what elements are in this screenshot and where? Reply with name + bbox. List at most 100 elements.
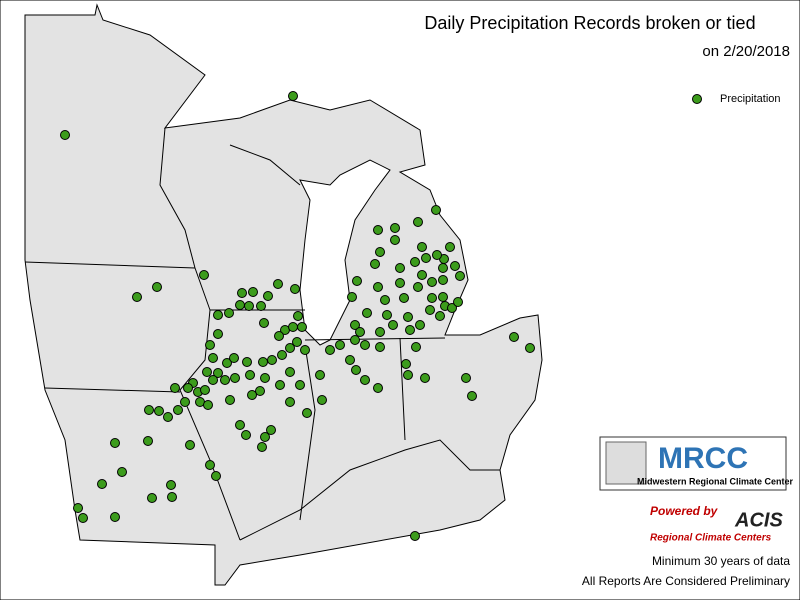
station-dot (117, 467, 127, 477)
station-dot (73, 503, 83, 513)
station-dot (166, 480, 176, 490)
station-dot (242, 357, 252, 367)
station-dot (260, 373, 270, 383)
station-dot (355, 327, 365, 337)
station-dot (257, 442, 267, 452)
station-dot (413, 217, 423, 227)
legend-marker (692, 94, 702, 104)
station-dot (255, 386, 265, 396)
station-dot (382, 310, 392, 320)
station-dot (413, 282, 423, 292)
station-dot (167, 492, 177, 502)
station-dot (373, 225, 383, 235)
station-dot (288, 91, 298, 101)
station-dot (425, 305, 435, 315)
station-dot (380, 295, 390, 305)
land (24, 3, 543, 586)
station-dot (447, 303, 457, 313)
station-dot (200, 385, 210, 395)
station-dot (325, 345, 335, 355)
station-dot (267, 355, 277, 365)
station-dot (375, 342, 385, 352)
station-dot (420, 373, 430, 383)
station-dot (438, 275, 448, 285)
station-dot (427, 293, 437, 303)
station-dot (405, 325, 415, 335)
station-dot (362, 308, 372, 318)
station-dot (345, 355, 355, 365)
station-dot (224, 308, 234, 318)
station-dot (285, 367, 295, 377)
station-dot (293, 311, 303, 321)
station-dot (317, 395, 327, 405)
station-dot (152, 282, 162, 292)
station-dot (395, 278, 405, 288)
station-dot (237, 288, 247, 298)
station-dot (213, 329, 223, 339)
subtitle: on 2/20/2018 (702, 43, 790, 60)
station-dot (225, 395, 235, 405)
station-dot (199, 270, 209, 280)
station-dot (78, 513, 88, 523)
station-dot (373, 282, 383, 292)
station-dot (229, 353, 239, 363)
station-dot (302, 408, 312, 418)
station-dot (203, 400, 213, 410)
station-dot (467, 391, 477, 401)
station-dot (373, 383, 383, 393)
station-dot (435, 311, 445, 321)
station-dot (263, 291, 273, 301)
station-dot (222, 358, 232, 368)
station-dot (147, 493, 157, 503)
station-dot (375, 327, 385, 337)
station-dot (335, 340, 345, 350)
station-dot (410, 531, 420, 541)
station-dot (183, 383, 193, 393)
station-dot (241, 430, 251, 440)
lake-michigan (299, 159, 391, 346)
mrcc-logo: MRCC Midwestern Regional Climate Center (599, 436, 794, 491)
station-dot (427, 277, 437, 287)
legend-label: Precipitation (720, 93, 781, 105)
station-dot (277, 350, 287, 360)
station-dot (235, 300, 245, 310)
station-dot (230, 373, 240, 383)
station-dot (417, 270, 427, 280)
title: Daily Precipitation Records broken or ti… (424, 13, 755, 33)
station-dot (144, 405, 154, 415)
station-dots (60, 91, 535, 541)
station-dot (410, 257, 420, 267)
station-dot (315, 370, 325, 380)
station-dot (110, 438, 120, 448)
station-dot (415, 320, 425, 330)
station-dot (213, 368, 223, 378)
station-dot (185, 440, 195, 450)
station-dot (347, 292, 357, 302)
station-dot (245, 370, 255, 380)
station-dot (244, 301, 254, 311)
logo-icon (605, 441, 647, 485)
station-dot (208, 353, 218, 363)
station-dot (143, 436, 153, 446)
station-dot (173, 405, 183, 415)
powered-by: Powered by (650, 504, 719, 518)
station-dot (438, 292, 448, 302)
logo-full-name: Midwestern Regional Climate Center (637, 476, 794, 486)
station-dot (259, 318, 269, 328)
station-dot (110, 512, 120, 522)
station-dot (461, 373, 471, 383)
station-dot (275, 380, 285, 390)
map (24, 3, 543, 586)
station-dot (455, 271, 465, 281)
station-dot (297, 322, 307, 332)
station-dot (450, 261, 460, 271)
station-dot (453, 297, 463, 307)
station-dot (132, 292, 142, 302)
station-dot (403, 370, 413, 380)
station-dot (247, 390, 257, 400)
station-dot (295, 380, 305, 390)
station-dot (300, 345, 310, 355)
station-dot (525, 343, 535, 353)
logo-name: MRCC (658, 442, 748, 475)
station-dot (180, 397, 190, 407)
